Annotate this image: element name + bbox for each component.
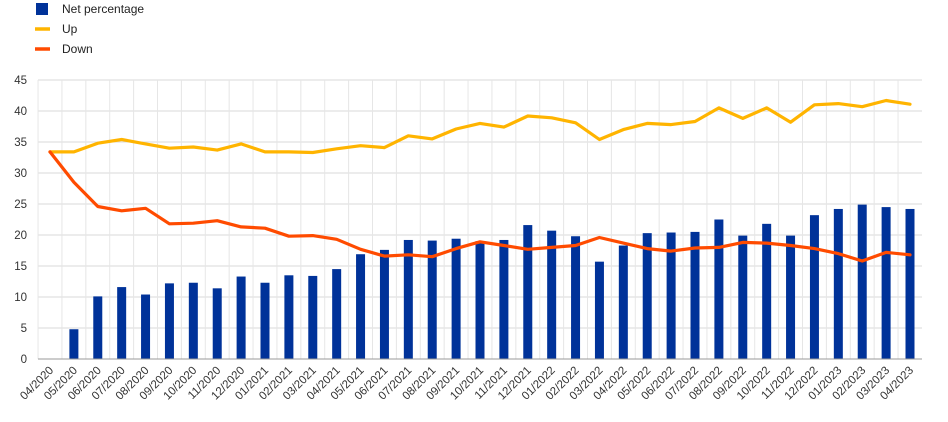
line-up (48, 98, 912, 155)
bar-net-percentage (523, 225, 533, 359)
bar-net-percentage (666, 232, 676, 359)
gridlines (37, 79, 922, 360)
bar-net-percentage (308, 275, 318, 359)
y-tick-label: 20 (14, 230, 27, 242)
bar-net-percentage (69, 329, 79, 359)
y-tick-label: 30 (14, 168, 27, 180)
y-tick-labels: 0 5 10 15 20 25 30 35 40 45 (14, 75, 27, 366)
bar-net-percentage (881, 207, 891, 359)
legend-label: Up (62, 22, 78, 36)
bar-net-percentage (117, 287, 127, 359)
bar-net-percentage (93, 296, 103, 359)
bar-net-percentage (427, 240, 437, 359)
bar-net-percentage (738, 235, 748, 359)
bar-net-percentage (451, 238, 461, 359)
bar-net-percentage (188, 282, 198, 359)
y-tick-label: 40 (14, 106, 27, 118)
y-tick-label: 0 (21, 354, 27, 366)
bar-net-percentage (857, 204, 867, 359)
x-tick-labels: 04/202005/202006/202007/202008/202009/20… (18, 365, 916, 403)
line-down (48, 150, 912, 263)
bar-net-percentage (905, 208, 915, 359)
bar-net-percentage (594, 261, 604, 359)
bar-net-percentage (786, 235, 796, 359)
y-tick-label: 25 (14, 199, 27, 211)
bar-net-percentage (618, 245, 628, 359)
bar-net-percentage (833, 208, 843, 359)
legend-swatch-bar (36, 3, 48, 15)
bar-net-percentage (212, 288, 222, 359)
bar-net-percentage (284, 275, 294, 359)
bar-net-percentage (762, 223, 772, 359)
bar-net-percentage (236, 276, 246, 359)
bar-net-percentage (379, 249, 389, 359)
bar-net-percentage (141, 294, 151, 359)
legend: Net percentage Up Down (35, 2, 144, 56)
legend-label: Net percentage (62, 2, 144, 16)
y-tick-label: 10 (14, 292, 27, 304)
y-tick-label: 5 (21, 323, 27, 335)
bar-net-percentage (403, 239, 413, 359)
lines (48, 98, 912, 263)
bar-net-percentage (499, 239, 509, 359)
bar-net-percentage (332, 269, 342, 359)
bar-net-percentage (809, 215, 819, 359)
bar-net-percentage (547, 230, 557, 359)
legend-label: Down (62, 42, 93, 56)
y-tick-label: 35 (14, 137, 27, 149)
bar-net-percentage (642, 233, 652, 359)
bar-net-percentage (690, 231, 700, 359)
bar-net-percentage (164, 283, 174, 359)
bar-net-percentage (714, 219, 724, 359)
bars (69, 204, 915, 359)
bar-net-percentage (260, 282, 270, 359)
bar-net-percentage (571, 236, 581, 359)
y-tick-label: 15 (14, 261, 27, 273)
y-tick-label: 45 (14, 75, 27, 87)
bar-net-percentage (356, 254, 366, 359)
bar-net-percentage (475, 241, 485, 359)
